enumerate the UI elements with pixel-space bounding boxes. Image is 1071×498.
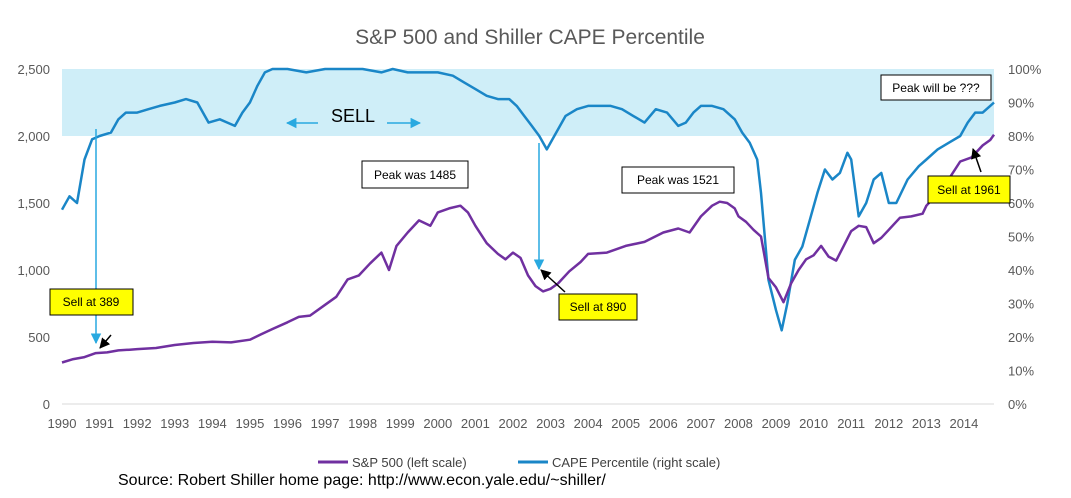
svg-text:Peak will be ???: Peak will be ??? [892, 81, 980, 95]
x-tick-label: 2007 [686, 416, 715, 431]
legend: S&P 500 (left scale) CAPE Percentile (ri… [318, 455, 720, 470]
peak-1521-box: Peak was 1521 [621, 166, 735, 194]
x-tick-label: 2006 [649, 416, 678, 431]
right-tick-label: 80% [1008, 129, 1034, 144]
x-tick-label: 2009 [762, 416, 791, 431]
sell-at-890-box: Sell at 890 [558, 293, 638, 321]
right-tick-label: 100% [1008, 62, 1042, 77]
left-tick-label: 1,500 [17, 196, 50, 211]
svg-text:Peak was 1485: Peak was 1485 [374, 168, 456, 182]
x-tick-label: 1991 [85, 416, 114, 431]
right-tick-label: 90% [1008, 96, 1034, 111]
svg-text:Sell at 1961: Sell at 1961 [937, 183, 1001, 197]
right-tick-label: 70% [1008, 163, 1034, 178]
left-tick-label: 1,000 [17, 263, 50, 278]
right-tick-label: 20% [1008, 330, 1034, 345]
x-tick-label: 1993 [160, 416, 189, 431]
x-tick-label: 2012 [874, 416, 903, 431]
left-tick-label: 500 [28, 330, 50, 345]
x-tick-label: 2004 [574, 416, 603, 431]
left-tick-label: 2,000 [17, 129, 50, 144]
peak-1485-box: Peak was 1485 [361, 160, 469, 189]
sell-label: SELL [331, 106, 375, 126]
x-tick-label: 2000 [423, 416, 452, 431]
right-tick-label: 50% [1008, 230, 1034, 245]
right-tick-label: 30% [1008, 297, 1034, 312]
x-tick-label: 1999 [386, 416, 415, 431]
sell-1961-pointer [971, 148, 982, 173]
right-tick-label: 40% [1008, 263, 1034, 278]
legend-label-sp500: S&P 500 (left scale) [352, 455, 467, 470]
left-axis: 0 500 1,000 1,500 2,000 2,500 [17, 62, 50, 412]
right-tick-label: 60% [1008, 196, 1034, 211]
svg-text:Sell at 389: Sell at 389 [63, 295, 120, 309]
left-tick-label: 2,500 [17, 62, 50, 77]
left-tick-label: 0 [43, 397, 50, 412]
x-axis: 1990 1991 1992 1993 1994 1995 1996 1997 1998 1999… [48, 416, 979, 431]
sell-389-pointer [99, 334, 112, 349]
peak-will-be-box: Peak will be ??? [880, 74, 992, 101]
x-tick-label: 1995 [235, 416, 264, 431]
x-tick-label: 2014 [949, 416, 978, 431]
legend-label-cape: CAPE Percentile (right scale) [552, 455, 720, 470]
x-tick-label: 2003 [536, 416, 565, 431]
x-tick-label: 2002 [499, 416, 528, 431]
x-tick-label: 1992 [123, 416, 152, 431]
sell-at-1961-box: Sell at 1961 [927, 175, 1011, 204]
chart-title: S&P 500 and Shiller CAPE Percentile [355, 26, 705, 49]
x-tick-label: 1994 [198, 416, 227, 431]
x-tick-label: 1990 [48, 416, 77, 431]
x-tick-label: 2008 [724, 416, 753, 431]
cape-percentile-line [60, 67, 995, 332]
x-tick-label: 2001 [461, 416, 490, 431]
source-note: Source: Robert Shiller home page: http:/… [118, 472, 606, 489]
x-tick-label: 2005 [611, 416, 640, 431]
x-tick-label: 1998 [348, 416, 377, 431]
right-tick-label: 0% [1008, 397, 1027, 412]
sp500-line [61, 133, 996, 364]
x-tick-label: 2013 [912, 416, 941, 431]
right-tick-label: 10% [1008, 364, 1034, 379]
sell-zone-band [62, 69, 994, 136]
svg-text:Sell at 890: Sell at 890 [570, 300, 627, 314]
sell-at-389-box: Sell at 389 [49, 288, 134, 316]
x-tick-label: 1997 [311, 416, 340, 431]
right-axis: 0% 10% 20% 30% 40% 50% 60% 70% 80% 90% 100% [1008, 62, 1042, 412]
sell-890-pointer [540, 269, 566, 293]
x-tick-label: 2011 [837, 416, 865, 431]
svg-text:Peak was 1521: Peak was 1521 [637, 173, 719, 187]
x-tick-label: 1996 [273, 416, 302, 431]
x-tick-label: 2010 [799, 416, 828, 431]
